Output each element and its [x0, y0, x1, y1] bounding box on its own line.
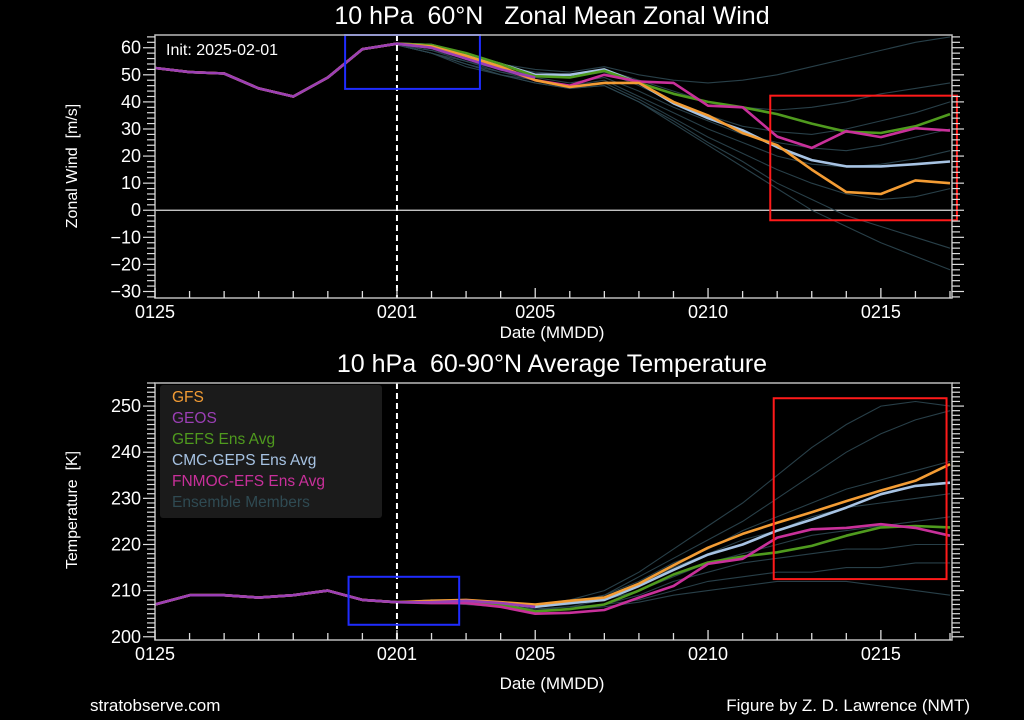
top-x-tick-label: 0210: [688, 302, 728, 322]
bottom-series-fnmoc-efs-ens-avg-line: [155, 522, 951, 616]
top-chart: 0125 0201 0205 0210 0215 60 50 40 30 20 10 0 −10 −20 −…: [110, 34, 964, 322]
top-y-tick-label: 30: [121, 119, 141, 139]
bottom-highlight-box-blue: [347, 575, 461, 626]
bottom-plot-area: [155, 400, 951, 616]
legend-cmc-geps: CMC-GEPS Ens Avg: [172, 452, 317, 469]
bottom-y-tick-label: 230: [111, 488, 141, 508]
top-y-tick-label: 50: [121, 65, 141, 85]
top-y-tick-label: −10: [110, 227, 141, 247]
top-y-tick-label: −30: [110, 281, 141, 301]
bottom-plot-frame: [154, 382, 953, 641]
footer-site: stratobserve.com: [90, 696, 220, 715]
top-y-tick-label: −20: [110, 254, 141, 274]
top-x-tick-label: 0201: [377, 302, 417, 322]
top-y-tick-label: 20: [121, 146, 141, 166]
bottom-y-tick-label: 210: [111, 581, 141, 601]
top-y-tick-label: 0: [131, 200, 141, 220]
top-y-tick-label: 60: [121, 38, 141, 58]
legend-geos: GEOS: [172, 410, 217, 427]
bottom-highlight-box-red: [772, 397, 948, 581]
bottom-ensemble-member-line: [396, 493, 951, 608]
top-y-tick-label: 10: [121, 173, 141, 193]
top-x-tick-label: 0215: [861, 302, 901, 322]
legend-ensemble-members: Ensemble Members: [172, 494, 310, 511]
bottom-x-tick-label: 0125: [135, 644, 175, 664]
top-chart-title: 10 hPa 60°N Zonal Mean Zonal Wind: [334, 2, 769, 30]
bottom-chart: 0125 0201 0205 0210 0215 250 240 230 220 210 200: [111, 382, 964, 664]
bottom-y-tick-label: 250: [111, 396, 141, 416]
legend-gefs: GEFS Ens Avg: [172, 431, 276, 448]
bottom-y-tick-label: 220: [111, 534, 141, 554]
footer-credit: Figure by Z. D. Lawrence (NMT): [726, 696, 970, 715]
bottom-chart-xlabel: Date (MMDD): [500, 674, 605, 693]
top-y-tick-label: 40: [121, 92, 141, 112]
top-plot-area: [155, 36, 952, 271]
top-x-tick-label: 0125: [135, 302, 175, 322]
init-date-label: Init: 2025-02-01: [166, 42, 278, 59]
legend-gfs: GFS: [172, 389, 204, 406]
bottom-x-tick-label: 0205: [515, 644, 555, 664]
top-ensemble-member-line: [396, 44, 951, 271]
bottom-chart-title: 10 hPa 60-90°N Average Temperature: [337, 350, 767, 378]
top-chart-ylabel: Zonal Wind [m/s]: [64, 104, 81, 228]
bottom-x-tick-label: 0210: [688, 644, 728, 664]
bottom-x-tick-label: 0215: [861, 644, 901, 664]
bottom-series-geos-line: [155, 589, 536, 609]
bottom-series-gefs-ens-avg-line: [155, 524, 951, 613]
bottom-y-tick-label: 240: [111, 442, 141, 462]
top-series-gfs-line: [155, 42, 951, 196]
bottom-chart-ylabel: Temperature [K]: [64, 451, 81, 569]
legend: GFS GEOS GEFS Ens Avg CMC-GEPS Ens Avg F…: [160, 385, 382, 518]
bottom-x-tick-label: 0201: [377, 644, 417, 664]
top-chart-xlabel: Date (MMDD): [500, 323, 605, 342]
top-highlight-box-red: [769, 94, 958, 222]
legend-fnmoc-efs: FNMOC-EFS Ens Avg: [172, 473, 326, 490]
top-ensemble-member-line: [396, 44, 951, 152]
top-x-tick-label: 0205: [515, 302, 555, 322]
bottom-y-tick-label: 200: [111, 627, 141, 647]
